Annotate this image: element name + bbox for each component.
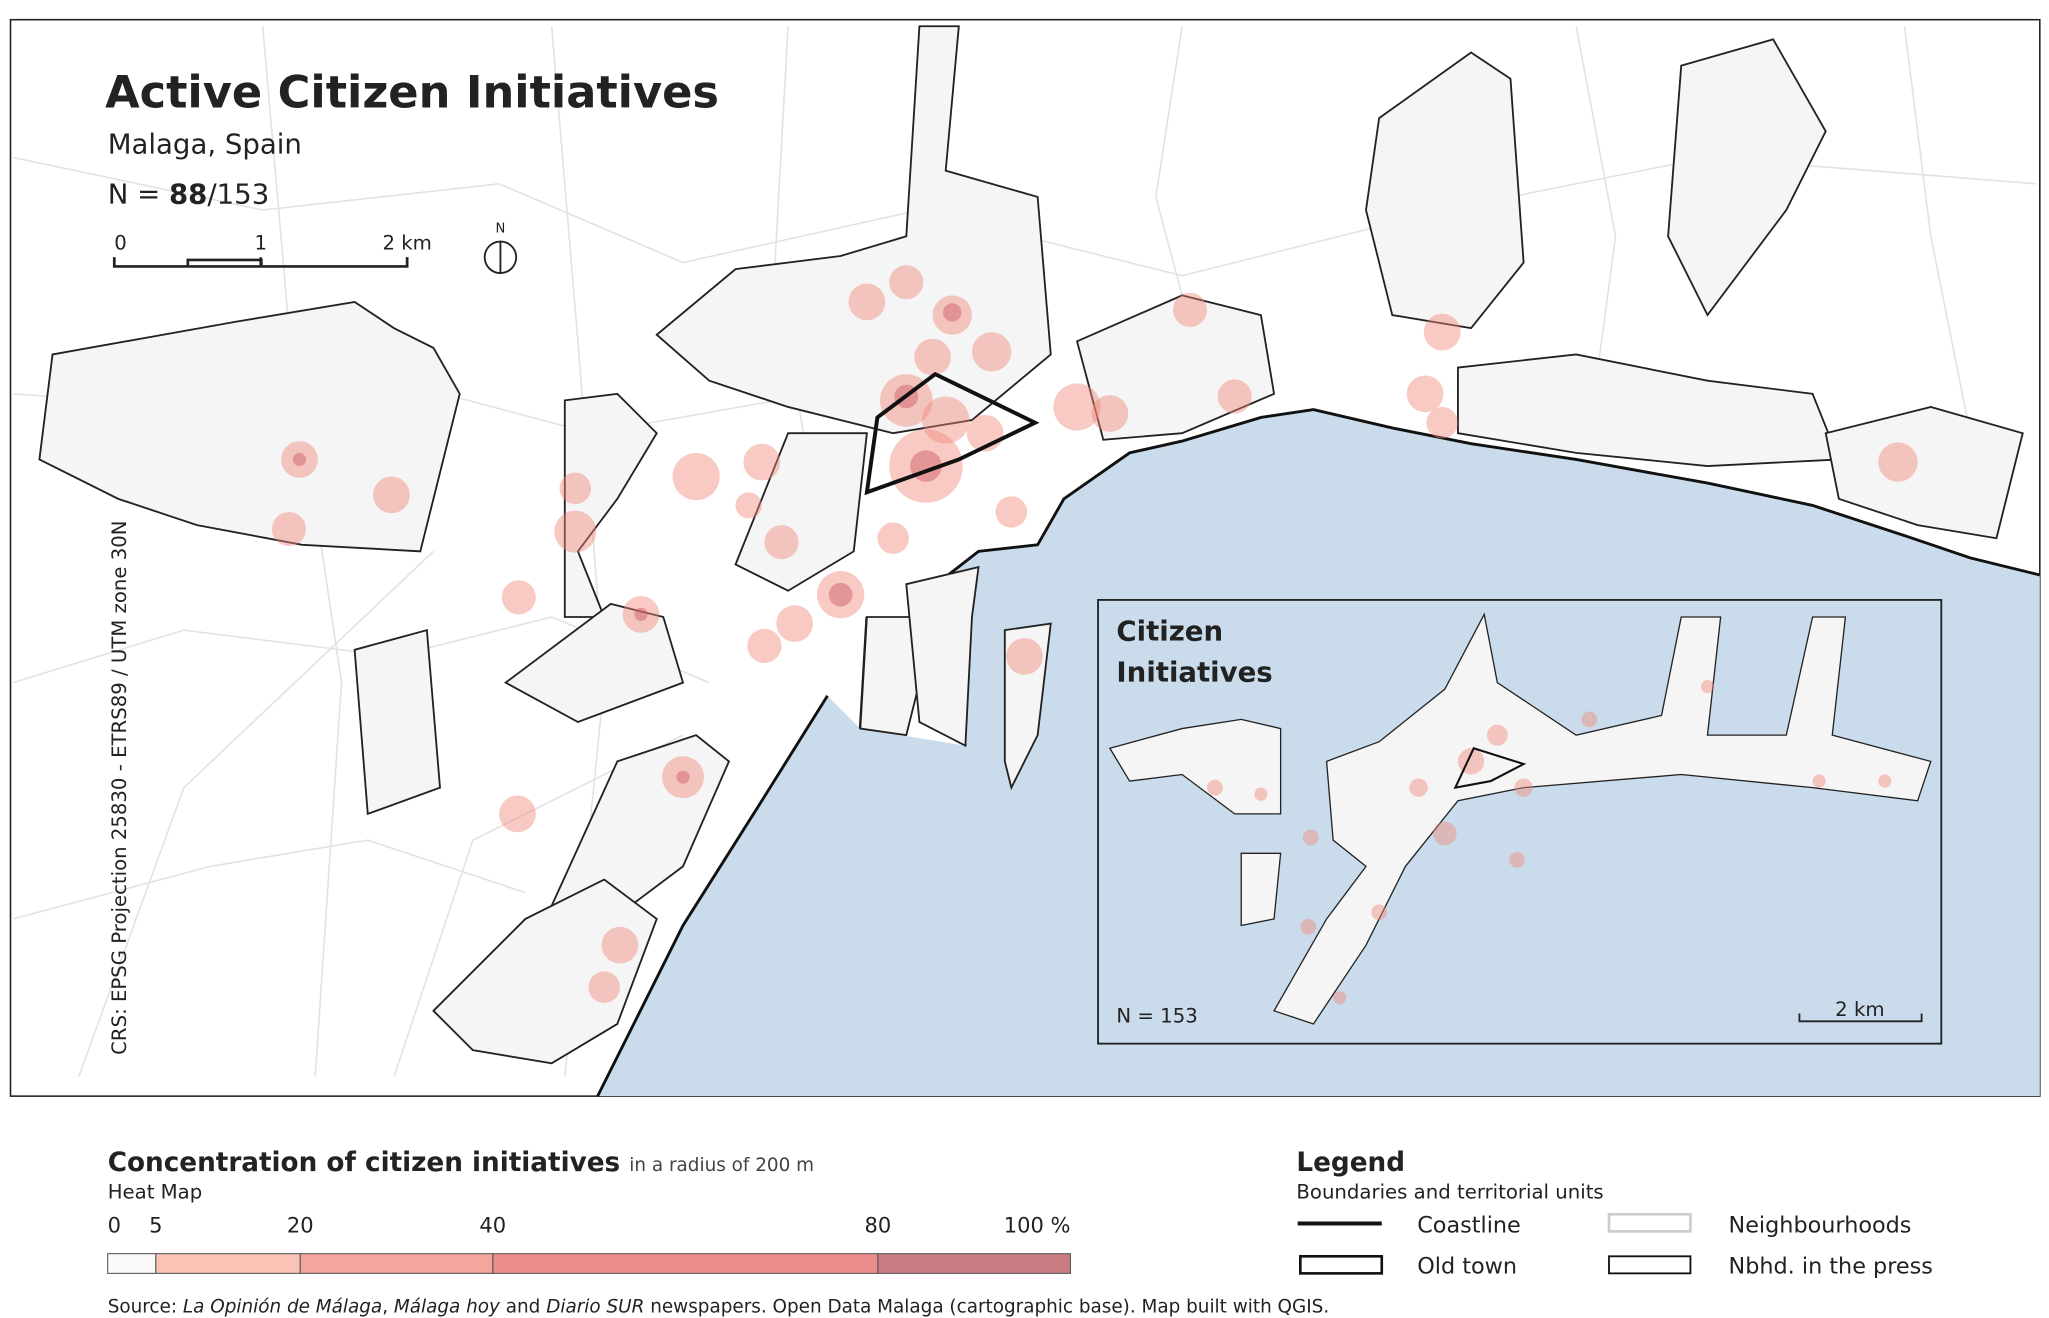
heat-map bbox=[271, 265, 1918, 1003]
north-label: N bbox=[496, 221, 506, 236]
colorbar-segment bbox=[877, 1253, 1071, 1274]
legend-item: Nbhd. in the press bbox=[1729, 1253, 1933, 1279]
colorbar: 0 5 20 40 80 100 % bbox=[107, 1214, 1071, 1274]
inset-old-town bbox=[1453, 746, 1527, 790]
count: N = 88/153 bbox=[108, 177, 270, 210]
colorbar-label: 0 bbox=[108, 1214, 121, 1238]
main-map: Active Citizen Initiatives Malaga, Spain… bbox=[9, 18, 2041, 1097]
source-part: Málaga hoy bbox=[394, 1297, 501, 1318]
swatch-press bbox=[1608, 1255, 1692, 1275]
heat-legend-subtitle: Heat Map bbox=[108, 1181, 203, 1204]
colorbar-label: 80 bbox=[865, 1214, 892, 1238]
title: Active Citizen Initiatives bbox=[105, 67, 719, 119]
inset: Citizen Initiatives N = 153 2 km bbox=[1097, 599, 1943, 1045]
inset-count: N = 153 bbox=[1116, 1005, 1197, 1028]
colorbar-segment bbox=[155, 1253, 301, 1274]
legend-item: Neighbourhoods bbox=[1729, 1213, 1912, 1239]
legend-item: Old town bbox=[1417, 1253, 1517, 1279]
legend-subtitle: Boundaries and territorial units bbox=[1296, 1181, 1603, 1204]
colorbar-label: 5 bbox=[149, 1214, 162, 1238]
crs: CRS: EPSG Projection 25830 - ETRS89 / UT… bbox=[108, 520, 131, 1054]
legend-item: Coastline bbox=[1417, 1213, 1521, 1239]
scale-label: 2 km bbox=[382, 231, 431, 254]
inset-title: Citizen bbox=[1116, 615, 1223, 648]
colorbar-label: 40 bbox=[479, 1214, 506, 1238]
inset-heat bbox=[1207, 680, 1892, 1005]
heat-legend-title: Concentration of citizen initiatives in … bbox=[108, 1148, 814, 1178]
colorbar-label: 100 % bbox=[1004, 1214, 1071, 1238]
colorbar-segment bbox=[107, 1253, 157, 1274]
neighbourhoods bbox=[38, 25, 2024, 1065]
colorbar-segment bbox=[299, 1253, 494, 1274]
source-part: newspapers. Open Data Malaga (cartograph… bbox=[644, 1297, 1329, 1318]
scale-label: 0 bbox=[114, 231, 127, 254]
scale-label: 1 bbox=[254, 231, 267, 254]
count-selected: 88 bbox=[169, 177, 207, 210]
source-part: and bbox=[500, 1297, 546, 1318]
old-town bbox=[864, 371, 1040, 496]
source-part: Diario SUR bbox=[546, 1297, 644, 1318]
source: Source: La Opinión de Málaga, Málaga hoy… bbox=[108, 1297, 1330, 1318]
inset-scale: 2 km bbox=[1835, 998, 1884, 1021]
legend: Legend Boundaries and territorial units … bbox=[1296, 1148, 1932, 1279]
heat-legend-note: in a radius of 200 m bbox=[629, 1155, 814, 1176]
scale-ticks: 0 1 2 km bbox=[112, 231, 432, 267]
subtitle: Malaga, Spain bbox=[108, 128, 302, 161]
inset-scale-bar bbox=[1798, 1013, 1923, 1023]
heat-legend: Concentration of citizen initiatives in … bbox=[107, 1148, 1071, 1274]
source-part: Source: bbox=[108, 1297, 183, 1318]
source-part: , bbox=[382, 1297, 394, 1318]
swatch-neighbourhoods bbox=[1607, 1212, 1692, 1233]
legend-title: Legend bbox=[1296, 1148, 1405, 1178]
source-part: La Opinión de Málaga bbox=[183, 1297, 382, 1318]
swatch-old-town bbox=[1299, 1254, 1384, 1275]
count-total: /153 bbox=[207, 177, 269, 210]
count-prefix: N = bbox=[108, 177, 160, 210]
colorbar-label: 20 bbox=[287, 1214, 314, 1238]
inset-land bbox=[1108, 612, 1932, 1025]
heat-legend-title-main: Concentration of citizen initiatives bbox=[108, 1148, 620, 1178]
inset-title: Initiatives bbox=[1116, 655, 1272, 688]
colorbar-segment bbox=[492, 1253, 879, 1274]
